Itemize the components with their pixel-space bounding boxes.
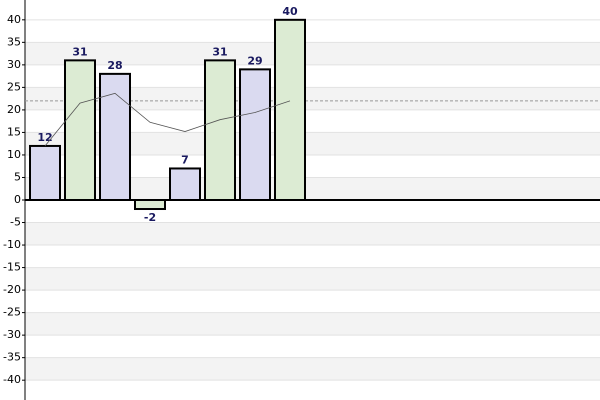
stripe — [25, 87, 600, 110]
y-tick-label: 10 — [7, 148, 21, 161]
value-label: 7 — [181, 153, 189, 166]
y-tick-label: 5 — [14, 170, 21, 183]
bar — [99, 72, 131, 201]
value-label: 31 — [212, 45, 227, 58]
y-tick-label: -20 — [3, 283, 21, 296]
value-label: 12 — [37, 131, 52, 144]
stripe — [25, 357, 600, 381]
stripe — [25, 42, 600, 65]
y-tick-label: -15 — [3, 261, 21, 274]
average-trend-line — [44, 92, 291, 147]
y-tick-label: -35 — [3, 351, 21, 364]
y-tick-label: 25 — [7, 80, 21, 93]
y-tick-label: -30 — [3, 328, 21, 341]
y-tick-label: 40 — [7, 13, 21, 26]
y-tick-label: 35 — [7, 35, 21, 48]
bar — [239, 68, 271, 201]
y-tick-label: -25 — [3, 306, 21, 319]
stripe — [25, 267, 600, 291]
stripe — [25, 177, 600, 200]
value-label: 29 — [247, 54, 262, 67]
bar — [169, 167, 201, 202]
y-tick-label: -10 — [3, 238, 21, 251]
value-label: 31 — [72, 45, 87, 58]
y-tick-label: 15 — [7, 125, 21, 138]
value-label: -2 — [144, 211, 156, 224]
bar — [134, 199, 166, 211]
stripe — [25, 132, 600, 155]
y-tick-label: -40 — [3, 373, 21, 386]
bar — [204, 59, 236, 201]
value-label: 28 — [107, 59, 122, 72]
y-tick-label: 20 — [7, 103, 21, 116]
y-tick-label: -5 — [10, 216, 21, 229]
bar — [29, 144, 61, 202]
stripe — [25, 222, 600, 246]
y-tick-label: 0 — [14, 193, 21, 206]
value-label: 40 — [282, 5, 298, 18]
stripe — [25, 312, 600, 336]
bar — [274, 18, 306, 201]
y-tick-label: 30 — [7, 58, 21, 71]
bar — [64, 59, 96, 201]
